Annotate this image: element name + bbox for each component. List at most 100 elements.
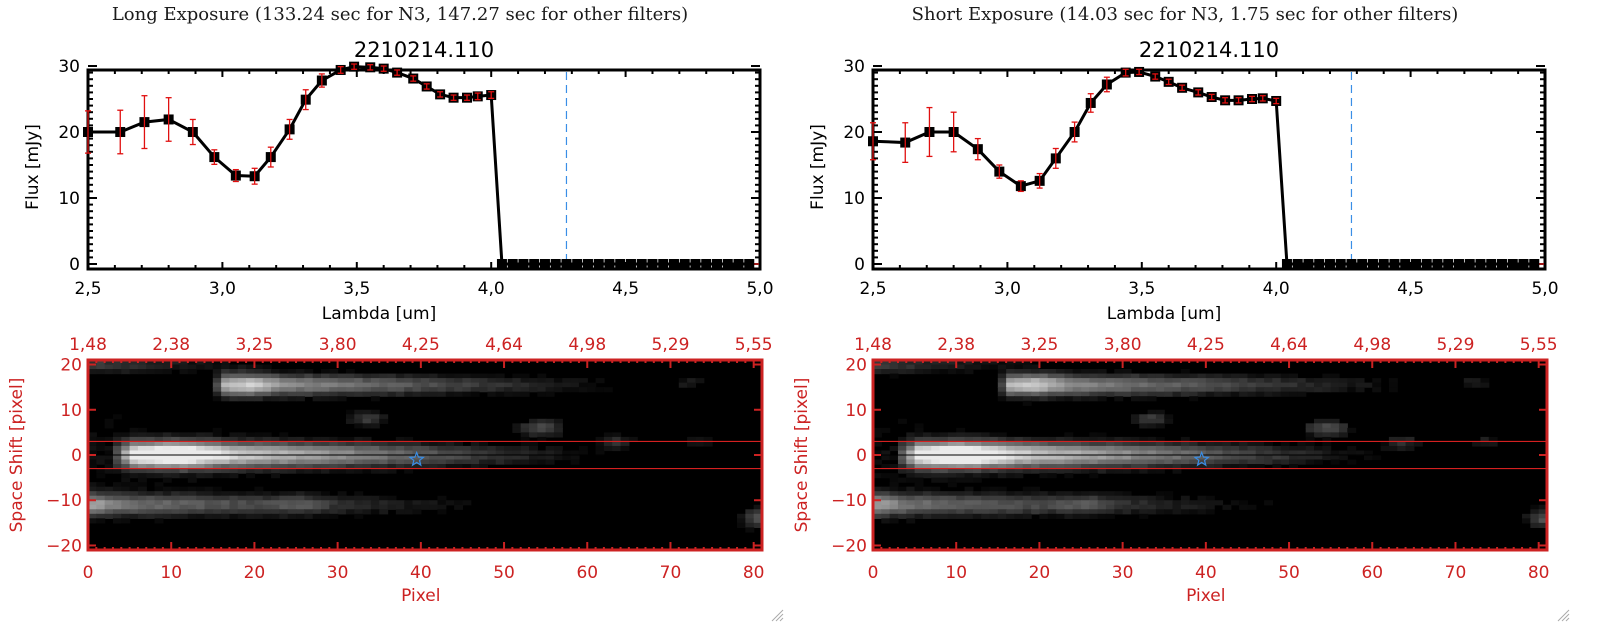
image-pixel: [1022, 509, 1032, 515]
star-marker-icon: [408, 450, 425, 467]
image-pixel: [379, 414, 389, 420]
image-pixel: [1197, 464, 1207, 470]
image-pixel: [1172, 391, 1182, 397]
image-pixel: [939, 477, 949, 483]
image-pixel: [931, 473, 941, 479]
image-pixel: [897, 369, 907, 375]
image-pixel: [1289, 445, 1298, 452]
image-pixel: [989, 504, 999, 510]
image-pixel: [1114, 396, 1124, 402]
image-pixel: [512, 378, 522, 384]
image-pixel: [237, 455, 247, 461]
image-pixel: [1480, 436, 1490, 443]
image-pixel: [212, 450, 222, 456]
image-pixel: [1022, 396, 1032, 402]
image-pixel: [179, 473, 189, 479]
image-pixel: [914, 432, 924, 438]
image-pixel: [889, 500, 899, 506]
image-pixel: [429, 459, 439, 465]
x-tick-label: 30: [327, 563, 349, 583]
image-pixel: [246, 369, 256, 375]
image-pixel: [320, 509, 330, 515]
image-pixel: [362, 445, 372, 452]
image-pixel: [379, 450, 389, 456]
image-pixel: [88, 364, 97, 370]
image-pixel: [287, 445, 297, 452]
image-pixel: [354, 391, 364, 397]
image-pixel: [1089, 468, 1099, 474]
image-pixel: [271, 473, 280, 479]
image-pixel: [104, 491, 114, 497]
image-pixel: [379, 464, 389, 470]
image-pixel: [595, 445, 605, 452]
image-pixel: [1172, 373, 1182, 379]
top-wavelength-label: 4,98: [1353, 335, 1391, 355]
image-pixel: [1397, 436, 1407, 443]
image-pixel: [179, 509, 189, 515]
image-pixel: [922, 432, 932, 438]
image-pixel: [897, 418, 907, 424]
image-pixel: [312, 445, 322, 452]
image-pixel: [947, 482, 957, 488]
image-pixel: [279, 369, 289, 375]
image-pixel: [1081, 491, 1090, 497]
image-pixel: [1330, 387, 1340, 393]
image-pixel: [454, 391, 464, 397]
image-pixel: [1022, 486, 1032, 492]
resize-grip-icon[interactable]: [770, 608, 784, 622]
y-tick-label: 10: [843, 189, 865, 209]
image-pixel: [1089, 387, 1099, 393]
image-pixel: [1280, 459, 1290, 465]
image-pixel: [1014, 473, 1024, 479]
image-pixel: [997, 455, 1007, 461]
image-pixel: [956, 504, 966, 510]
image-pixel: [196, 473, 206, 479]
image-pixel: [254, 459, 264, 465]
image-pixel: [1022, 495, 1032, 501]
image-pixel: [1222, 441, 1232, 447]
image-pixel: [137, 491, 147, 497]
image-pixel: [287, 441, 297, 447]
image-pixel: [989, 459, 999, 465]
image-pixel: [296, 396, 305, 402]
image-pixel: [404, 509, 414, 515]
image-pixel: [429, 373, 439, 379]
image-pixel: [947, 445, 957, 452]
image-pixel: [1463, 382, 1473, 388]
image-pixel: [395, 500, 405, 506]
image-pixel: [171, 364, 181, 370]
image-pixel: [1180, 500, 1190, 506]
image-pixel: [1097, 450, 1107, 456]
image-pixel: [737, 522, 746, 528]
image-pixel: [304, 436, 314, 443]
image-pixel: [320, 445, 330, 452]
image-pixel: [212, 495, 222, 501]
image-pixel: [1297, 459, 1307, 465]
image-pixel: [1047, 468, 1057, 474]
image-pixel: [412, 387, 422, 393]
image-pixel: [1014, 468, 1024, 474]
image-pixel: [1122, 491, 1132, 497]
image-pixel: [171, 504, 181, 510]
image-pixel: [1222, 382, 1232, 388]
image-pixel: [947, 468, 957, 474]
image-pixel: [462, 450, 472, 456]
image-pixel: [1064, 441, 1074, 447]
x-tick-label: 2,5: [859, 279, 886, 299]
image-pixel: [537, 382, 547, 388]
image-pixel: [1105, 378, 1115, 384]
image-pixel: [1081, 382, 1090, 388]
image-pixel: [304, 500, 314, 506]
image-pixel: [914, 441, 924, 447]
image-pixel: [404, 382, 414, 388]
image-pixel: [512, 423, 522, 429]
image-pixel: [262, 391, 272, 397]
image-pixel: [229, 364, 239, 370]
image-pixel: [279, 500, 289, 506]
image-pixel: [1056, 373, 1065, 379]
image-pixel: [612, 441, 622, 447]
image-pixel: [495, 459, 505, 465]
resize-grip-icon[interactable]: [1556, 608, 1570, 622]
image-pixel: [487, 455, 497, 461]
image-pixel: [989, 441, 999, 447]
